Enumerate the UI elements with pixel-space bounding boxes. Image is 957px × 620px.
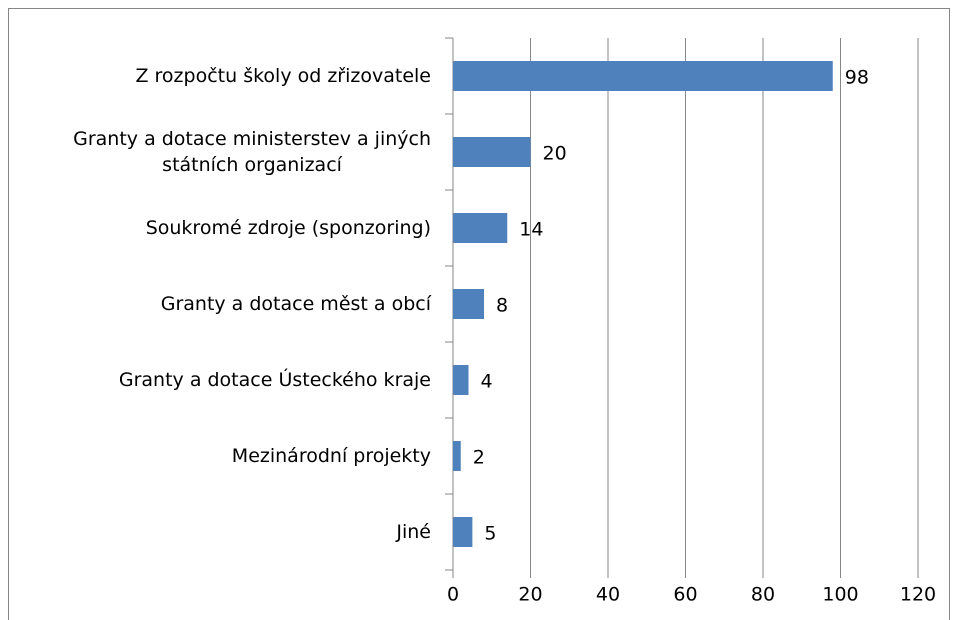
- bar: [453, 441, 461, 471]
- bar: [453, 213, 508, 243]
- y-tick-label-line: Z rozpočtu školy od zřizovatele: [135, 65, 431, 87]
- y-tick-label: Z rozpočtu školy od zřizovatele: [135, 65, 431, 87]
- data-label: 14: [519, 219, 543, 241]
- bar: [453, 365, 469, 395]
- y-tick-label-line: Mezinárodní projekty: [232, 445, 431, 467]
- y-tick-label: Mezinárodní projekty: [232, 445, 431, 467]
- y-tick-label: Granty a dotace měst a obcí: [161, 293, 432, 315]
- y-tick-label-line: Granty a dotace Ústeckého kraje: [119, 367, 431, 391]
- data-label: 5: [484, 523, 496, 545]
- y-tick-label: Soukromé zdroje (sponzoring): [146, 217, 431, 239]
- y-tick-label-line: Jiné: [395, 521, 431, 543]
- bar: [453, 137, 531, 167]
- x-tick-label: 80: [751, 584, 775, 606]
- data-label: 4: [481, 371, 493, 393]
- x-tick-label: 100: [822, 584, 858, 606]
- bar: [453, 517, 473, 547]
- x-tick-label: 20: [518, 584, 542, 606]
- y-tick-label: Granty a dotace Ústeckého kraje: [119, 367, 431, 391]
- data-label: 20: [543, 143, 567, 165]
- y-tick-label: Jiné: [395, 521, 431, 543]
- data-label: 2: [473, 447, 485, 469]
- chart-frame: [8, 8, 950, 620]
- x-tick-label: 40: [596, 584, 620, 606]
- x-tick-label: 0: [447, 584, 459, 606]
- x-tick-label: 60: [673, 584, 697, 606]
- bar: [453, 289, 484, 319]
- data-label: 98: [845, 67, 869, 89]
- y-tick-label-line: státních organizací: [162, 154, 342, 176]
- y-tick-label-line: Granty a dotace ministerstev a jiných: [73, 128, 431, 150]
- y-tick-label: Granty a dotace ministerstev a jiných stá…: [73, 128, 431, 176]
- bar: [453, 61, 833, 91]
- x-tick-label: 120: [900, 584, 936, 606]
- data-label: 8: [496, 295, 508, 317]
- y-tick-label-line: Granty a dotace měst a obcí: [161, 293, 432, 315]
- y-tick-label-line: Soukromé zdroje (sponzoring): [146, 217, 431, 239]
